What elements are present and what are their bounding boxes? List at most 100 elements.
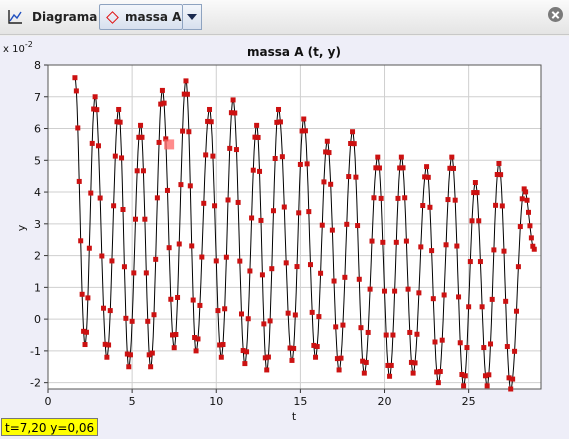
data-point[interactable]: [371, 195, 377, 201]
data-point[interactable]: [207, 106, 213, 112]
data-point[interactable]: [267, 318, 273, 324]
data-point[interactable]: [250, 167, 256, 173]
data-point[interactable]: [416, 290, 422, 296]
data-point[interactable]: [424, 164, 430, 170]
data-point[interactable]: [261, 321, 267, 327]
data-point[interactable]: [306, 209, 312, 215]
data-point[interactable]: [326, 150, 332, 156]
data-point[interactable]: [530, 243, 536, 249]
data-point[interactable]: [387, 373, 393, 379]
chart[interactable]: massa A (t, y) x 10-2 y t 0 5 10 15 20 25-2-1…: [0, 36, 569, 439]
data-point[interactable]: [383, 332, 389, 338]
data-point[interactable]: [462, 373, 468, 379]
data-point[interactable]: [269, 266, 275, 272]
data-point[interactable]: [355, 223, 361, 229]
data-point[interactable]: [407, 329, 413, 335]
data-point[interactable]: [281, 204, 287, 210]
data-point[interactable]: [496, 160, 502, 166]
data-point[interactable]: [233, 147, 239, 153]
data-point[interactable]: [291, 345, 297, 351]
data-point[interactable]: [238, 311, 244, 317]
data-point[interactable]: [510, 376, 516, 382]
data-point[interactable]: [323, 149, 329, 155]
data-point[interactable]: [513, 308, 519, 314]
data-point[interactable]: [210, 153, 216, 159]
data-point[interactable]: [132, 216, 138, 222]
data-point[interactable]: [131, 270, 137, 276]
data-point[interactable]: [285, 310, 291, 316]
data-point[interactable]: [390, 332, 396, 338]
data-point[interactable]: [242, 361, 248, 367]
data-point[interactable]: [449, 154, 455, 160]
data-point[interactable]: [145, 318, 151, 324]
data-point[interactable]: [405, 286, 411, 292]
data-point[interactable]: [170, 332, 176, 338]
data-point[interactable]: [272, 156, 278, 162]
data-point[interactable]: [208, 119, 214, 125]
data-point[interactable]: [247, 268, 253, 274]
data-point[interactable]: [97, 195, 103, 201]
data-point[interactable]: [402, 195, 408, 201]
data-point[interactable]: [72, 75, 78, 81]
data-point[interactable]: [344, 221, 350, 227]
data-point[interactable]: [187, 183, 193, 189]
data-point[interactable]: [258, 217, 264, 223]
data-point[interactable]: [129, 318, 135, 324]
data-point[interactable]: [378, 195, 384, 201]
data-point[interactable]: [527, 223, 533, 229]
data-point[interactable]: [328, 181, 334, 187]
data-point[interactable]: [112, 153, 118, 159]
data-point[interactable]: [400, 165, 406, 171]
data-point[interactable]: [488, 341, 494, 347]
data-point[interactable]: [498, 172, 504, 178]
data-point[interactable]: [264, 367, 270, 373]
data-point[interactable]: [414, 331, 420, 337]
data-point[interactable]: [164, 187, 170, 193]
data-point[interactable]: [350, 129, 356, 135]
data-point[interactable]: [333, 324, 339, 330]
data-point[interactable]: [294, 264, 300, 270]
data-point[interactable]: [274, 119, 280, 125]
data-point[interactable]: [503, 298, 509, 304]
data-point[interactable]: [227, 145, 233, 151]
data-point[interactable]: [319, 222, 325, 228]
data-point[interactable]: [471, 190, 477, 196]
data-point[interactable]: [526, 209, 532, 215]
data-point[interactable]: [237, 258, 243, 264]
data-point[interactable]: [393, 239, 399, 245]
data-point[interactable]: [255, 134, 261, 140]
data-point[interactable]: [154, 195, 160, 201]
data-point[interactable]: [363, 359, 369, 365]
data-point[interactable]: [140, 168, 146, 174]
data-point[interactable]: [176, 241, 182, 247]
data-point[interactable]: [427, 204, 433, 210]
data-point[interactable]: [75, 125, 81, 131]
data-point[interactable]: [259, 272, 265, 278]
data-point[interactable]: [385, 362, 391, 368]
data-point[interactable]: [336, 367, 342, 373]
data-point[interactable]: [311, 342, 317, 348]
data-point[interactable]: [334, 356, 340, 362]
data-point[interactable]: [201, 200, 207, 206]
data-point[interactable]: [223, 254, 229, 260]
data-point[interactable]: [217, 342, 223, 348]
data-point[interactable]: [299, 128, 305, 134]
data-point[interactable]: [340, 322, 346, 328]
data-point[interactable]: [89, 140, 95, 146]
data-point[interactable]: [441, 292, 447, 298]
data-point[interactable]: [173, 331, 179, 337]
data-point[interactable]: [168, 296, 174, 302]
data-point[interactable]: [515, 264, 521, 270]
data-point[interactable]: [517, 224, 523, 230]
data-point[interactable]: [412, 360, 418, 366]
data-point[interactable]: [452, 197, 458, 203]
data-point[interactable]: [420, 203, 426, 209]
data-point[interactable]: [76, 178, 82, 184]
data-point[interactable]: [116, 106, 122, 112]
data-point[interactable]: [94, 107, 100, 113]
data-point[interactable]: [376, 165, 382, 171]
data-point[interactable]: [92, 94, 98, 100]
data-point[interactable]: [425, 174, 431, 180]
data-point[interactable]: [297, 161, 303, 167]
data-point[interactable]: [142, 216, 148, 222]
